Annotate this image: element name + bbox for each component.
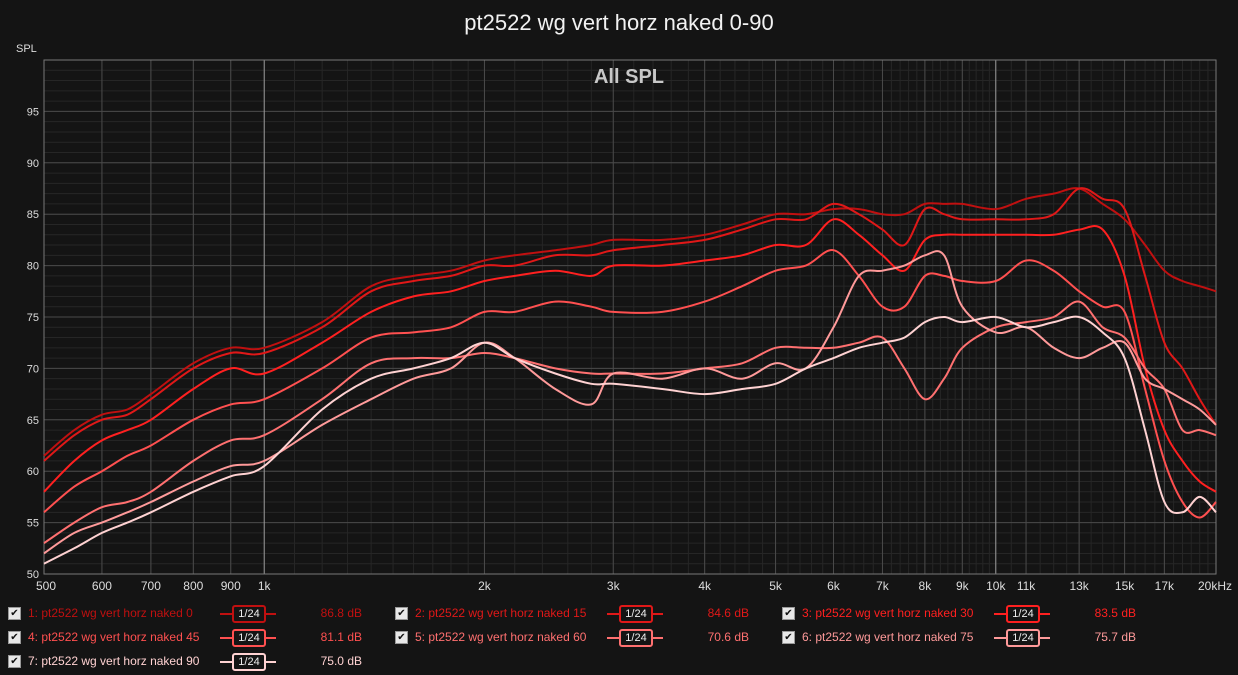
legend-label: 7: pt2522 wg vert horz naked 90 [28,654,200,668]
smoothing-indicator[interactable]: 1/24 [994,628,1050,647]
legend-checkbox[interactable]: ✔ [395,630,408,644]
y-tick-label: 80 [27,261,39,273]
legend-label: 4: pt2522 wg vert horz naked 45 [28,630,200,644]
x-tick-label: 7k [876,579,890,593]
legend-checkbox[interactable]: ✔ [8,606,21,620]
legend-label: 6: pt2522 wg vert horz naked 75 [802,630,974,644]
x-tick-label: 900 [221,579,241,593]
x-tick-label: 800 [183,579,203,593]
legend-item-5[interactable]: ✔ 5: pt2522 wg vert horz naked 60 1/24 70.6… [395,626,749,648]
legend-item-7[interactable]: ✔ 7: pt2522 wg vert horz naked 90 1/24 75.0… [8,650,362,672]
y-axis-label: SPL [16,43,37,55]
legend-label: 5: pt2522 wg vert horz naked 60 [415,630,587,644]
chart-title: pt2522 wg vert horz naked 0-90 [464,10,774,35]
smoothing-label: 1/24 [232,629,266,647]
smoothing-indicator[interactable]: 1/24 [607,628,663,647]
x-tick-label: 1k [258,579,272,593]
legend-item-6[interactable]: ✔ 6: pt2522 wg vert horz naked 75 1/24 75.7… [782,626,1136,648]
series-line-3 [43,218,1217,493]
series-line-1 [43,187,1217,457]
x-tick-label: 4k [698,579,712,593]
x-tick-label: 9k [956,579,970,593]
legend-item-1[interactable]: ✔ 1: pt2522 wg vert horz naked 0 1/24 86.8 … [8,602,362,624]
legend-item-4[interactable]: ✔ 4: pt2522 wg vert horz naked 45 1/24 81.1… [8,626,362,648]
legend-level: 75.7 dB [1094,630,1136,644]
x-tick-label: 5k [769,579,783,593]
x-tick-label: 2k [478,579,492,593]
legend-checkbox[interactable]: ✔ [395,606,408,620]
legend-level: 83.5 dB [1094,606,1136,620]
x-tick-label: 6k [827,579,841,593]
legend-checkbox[interactable]: ✔ [782,606,795,620]
legend-level: 86.8 dB [320,606,362,620]
legend-label: 1: pt2522 wg vert horz naked 0 [28,606,193,620]
y-tick-label: 50 [27,569,39,581]
plot-frame [43,59,1217,575]
y-tick-labels: 50 55 60 65 70 75 80 85 90 95 [27,106,39,581]
y-tick-label: 90 [27,158,39,170]
x-tick-label: 600 [92,579,112,593]
x-tick-label: 13k [1069,579,1089,593]
x-tick-label: 15k [1115,579,1135,593]
y-tick-label: 75 [27,312,39,324]
smoothing-label: 1/24 [1006,629,1040,647]
legend-item-2[interactable]: ✔ 2: pt2522 wg vert horz naked 15 1/24 84.6… [395,602,749,624]
series-line-7 [43,315,1217,565]
chart-subtitle: All SPL [594,66,664,88]
legend-level: 84.6 dB [707,606,749,620]
y-tick-label: 70 [27,363,39,375]
legend-level: 75.0 dB [320,654,362,668]
y-tick-label: 95 [27,106,39,118]
legend-checkbox[interactable]: ✔ [8,630,21,644]
x-tick-label: 20kHz [1198,579,1232,593]
y-tick-label: 85 [27,209,39,221]
series-line-2 [43,187,1217,462]
x-tick-label: 500 [36,579,56,593]
series-line-6 [43,250,1217,555]
legend-label: 3: pt2522 wg vert horz naked 30 [802,606,974,620]
smoothing-label: 1/24 [232,653,266,671]
x-tick-label: 10k [986,579,1006,593]
smoothing-indicator[interactable]: 1/24 [607,604,663,623]
series-line-4 [43,249,1217,519]
smoothing-indicator[interactable]: 1/24 [220,628,276,647]
y-tick-label: 55 [27,518,39,530]
x-tick-label: 3k [607,579,621,593]
x-tick-label: 700 [141,579,161,593]
smoothing-indicator[interactable]: 1/24 [220,652,276,671]
legend-checkbox[interactable]: ✔ [8,654,21,668]
smoothing-label: 1/24 [232,605,266,623]
y-tick-label: 65 [27,415,39,427]
smoothing-label: 1/24 [619,605,653,623]
smoothing-label: 1/24 [619,629,653,647]
legend-level: 70.6 dB [707,630,749,644]
x-tick-label: 8k [919,579,933,593]
legend-item-3[interactable]: ✔ 3: pt2522 wg vert horz naked 30 1/24 83.5… [782,602,1136,624]
series-line-5 [43,300,1217,545]
smoothing-indicator[interactable]: 1/24 [994,604,1050,623]
series-layer [43,187,1217,565]
legend: ✔ 1: pt2522 wg vert horz naked 0 1/24 86.8 … [0,600,1238,675]
legend-level: 81.1 dB [320,630,362,644]
x-tick-label: 11k [1017,579,1036,593]
smoothing-indicator[interactable]: 1/24 [220,604,276,623]
legend-checkbox[interactable]: ✔ [782,630,795,644]
x-tick-labels: 500 600 700 800 900 1k 2k 3k 4k 5k 6k 7k 8k 9k 10k 11k 1… [36,579,1232,593]
smoothing-label: 1/24 [1006,605,1040,623]
legend-label: 2: pt2522 wg vert horz naked 15 [415,606,587,620]
y-tick-label: 60 [27,466,39,478]
x-tick-label: 17k [1155,579,1175,593]
